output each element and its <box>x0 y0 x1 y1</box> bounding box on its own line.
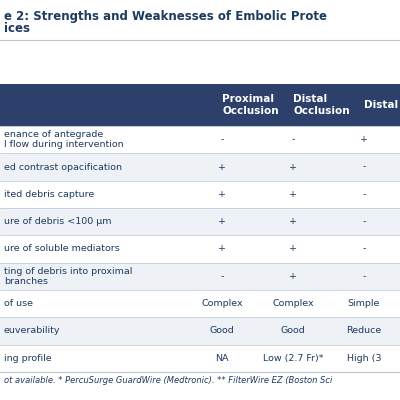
Text: ting of debris into proximal
branches: ting of debris into proximal branches <box>4 267 132 286</box>
Text: Good: Good <box>281 326 305 336</box>
Text: -: - <box>220 272 224 281</box>
Text: +: + <box>218 162 226 172</box>
Text: -: - <box>362 162 366 172</box>
Text: NA: NA <box>215 354 229 363</box>
Text: Complex: Complex <box>272 299 314 308</box>
Text: -: - <box>362 244 366 254</box>
Text: Complex: Complex <box>201 299 243 308</box>
Text: -: - <box>362 217 366 226</box>
Text: Simple: Simple <box>348 299 380 308</box>
Bar <box>0 317 400 345</box>
Text: Distal
Occlusion: Distal Occlusion <box>293 94 350 116</box>
Text: ot available. * PercuSurge GuardWire (Medtronic). ** FilterWire EZ (Boston Sci: ot available. * PercuSurge GuardWire (Me… <box>4 376 332 385</box>
Text: ure of soluble mediators: ure of soluble mediators <box>4 244 120 254</box>
Bar <box>0 84 400 126</box>
Text: e 2: Strengths and Weaknesses of Embolic Prote: e 2: Strengths and Weaknesses of Embolic… <box>4 10 327 23</box>
Bar <box>0 208 400 235</box>
Text: Proximal
Occlusion: Proximal Occlusion <box>222 94 279 116</box>
Text: -: - <box>362 190 366 199</box>
Text: +: + <box>289 272 297 281</box>
Text: ing profile: ing profile <box>4 354 52 363</box>
Text: Distal: Distal <box>364 100 398 110</box>
Text: enance of antegrade
l flow during intervention: enance of antegrade l flow during interv… <box>4 130 124 149</box>
Text: ices: ices <box>4 22 30 35</box>
Text: Good: Good <box>210 326 234 336</box>
Text: +: + <box>289 244 297 254</box>
Text: -: - <box>362 272 366 281</box>
Text: +: + <box>360 135 368 144</box>
Text: +: + <box>218 217 226 226</box>
Bar <box>0 263 400 290</box>
Text: +: + <box>289 190 297 199</box>
Text: euverability: euverability <box>4 326 60 336</box>
Text: High (3: High (3 <box>347 354 381 363</box>
Bar <box>0 345 400 372</box>
Text: ited debris capture: ited debris capture <box>4 190 94 199</box>
Bar <box>0 126 400 153</box>
Bar <box>0 290 400 317</box>
Bar <box>0 153 400 181</box>
Text: ure of debris <100 μm: ure of debris <100 μm <box>4 217 112 226</box>
Text: -: - <box>220 135 224 144</box>
Bar <box>0 181 400 208</box>
Text: +: + <box>289 217 297 226</box>
Text: +: + <box>218 244 226 254</box>
Text: of use: of use <box>4 299 33 308</box>
Text: Low (2.7 Fr)*: Low (2.7 Fr)* <box>263 354 323 363</box>
Text: -: - <box>291 135 295 144</box>
Bar <box>0 235 400 263</box>
Text: ed contrast opacification: ed contrast opacification <box>4 162 122 172</box>
Text: +: + <box>289 162 297 172</box>
Text: +: + <box>218 190 226 199</box>
Text: Reduce: Reduce <box>346 326 382 336</box>
